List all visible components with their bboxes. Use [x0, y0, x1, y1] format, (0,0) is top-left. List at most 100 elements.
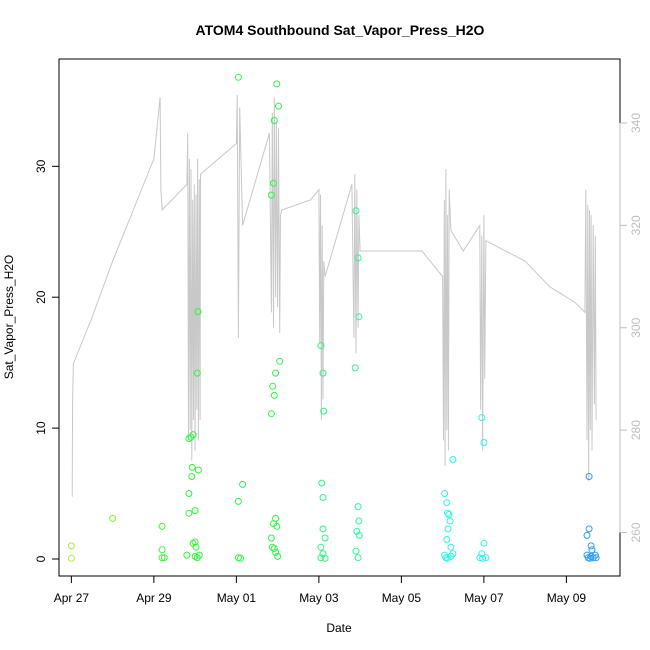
data-point [585, 525, 593, 533]
data-point [587, 542, 595, 550]
data-point [193, 369, 201, 377]
chart-title: ATOM4 Southbound Sat_Vapor_Press_H2O [196, 22, 485, 38]
data-point [592, 554, 600, 562]
data-point [482, 554, 490, 562]
data-point [449, 550, 457, 558]
data-point [319, 494, 327, 501]
data-point [188, 463, 196, 471]
data-point [188, 473, 196, 480]
data-point [194, 308, 202, 316]
data-point [478, 414, 486, 422]
data-point [447, 543, 455, 551]
data-point [234, 497, 242, 505]
data-point [480, 539, 488, 547]
data-point [267, 534, 275, 542]
data-point [67, 542, 75, 550]
x-tick-label: May 09 [547, 591, 587, 605]
data-point [237, 554, 244, 562]
data-point [234, 73, 242, 81]
data-point [320, 407, 328, 415]
data-point [583, 531, 591, 539]
data-point [191, 507, 199, 515]
data-point [191, 538, 199, 546]
data-point [354, 503, 362, 511]
data-point [270, 391, 278, 399]
y2-tick-label: 280 [629, 420, 643, 440]
data-point [276, 357, 284, 365]
data-point [317, 342, 325, 350]
data-point [444, 525, 452, 533]
data-point [317, 543, 325, 551]
x-axis: Apr 27 Apr 29 May 01 May 03 May 05 May 07 May … [54, 575, 587, 605]
x-axis-label: Date [326, 621, 352, 635]
x-tick-label: May 01 [217, 591, 257, 605]
y-tick-label: 0 [34, 555, 48, 562]
data-point [160, 554, 168, 562]
y-axis-left: 0 10 20 30 [34, 159, 60, 562]
data-point [158, 522, 166, 530]
y2-tick-label: 320 [629, 215, 643, 235]
data-point [268, 543, 276, 551]
plot-frame [58, 58, 621, 577]
y-tick-label: 20 [34, 290, 48, 304]
y-tick-label: 30 [34, 159, 48, 173]
data-point [352, 207, 360, 215]
data-point [443, 535, 451, 543]
data-point [239, 480, 247, 488]
data-point [185, 490, 193, 497]
x-tick-label: May 05 [382, 591, 422, 605]
data-point [275, 102, 282, 110]
data-point [443, 499, 451, 507]
data-point [109, 514, 117, 522]
data-point [480, 439, 488, 446]
data-point [183, 551, 191, 559]
data-point [189, 431, 197, 439]
data-point [355, 517, 363, 525]
data-point [272, 369, 280, 377]
data-point [273, 80, 281, 88]
data-point [267, 191, 275, 199]
data-point [446, 517, 454, 525]
data-point [67, 554, 75, 562]
x-tick-label: May 03 [299, 591, 339, 605]
data-point [267, 410, 275, 418]
data-point [478, 550, 486, 558]
data-point [270, 545, 278, 552]
x-tick-label: May 07 [464, 591, 504, 605]
y-tick-label: 10 [34, 421, 48, 435]
data-point [273, 522, 281, 530]
data-point [269, 382, 277, 390]
y2-tick-label: 260 [629, 522, 643, 542]
data-point [352, 547, 360, 555]
data-point [185, 509, 193, 517]
data-point [444, 509, 452, 517]
data-point [319, 525, 327, 533]
series-line-right-axis [71, 94, 597, 497]
data-point [588, 546, 596, 554]
y2-tick-label: 340 [629, 113, 643, 133]
data-point [270, 179, 277, 187]
x-tick-label: Apr 27 [54, 591, 90, 605]
data-point [274, 552, 282, 560]
data-point [321, 534, 329, 542]
data-point [272, 548, 280, 556]
data-point [354, 254, 362, 262]
data-point [354, 554, 362, 562]
data-point [351, 364, 359, 372]
data-point [449, 456, 457, 463]
data-point [321, 554, 329, 562]
series-layer [67, 73, 600, 562]
data-point [317, 554, 325, 562]
data-point [192, 543, 200, 551]
data-point [272, 514, 280, 522]
data-point [318, 479, 326, 487]
data-point [195, 551, 203, 559]
y-axis-right: 260 280 300 320 340 [619, 113, 643, 543]
data-point [158, 554, 166, 562]
data-point [270, 117, 278, 124]
data-point [355, 313, 363, 321]
data-point [158, 546, 166, 554]
x-tick-label: Apr 29 [136, 591, 172, 605]
data-point [585, 473, 593, 480]
